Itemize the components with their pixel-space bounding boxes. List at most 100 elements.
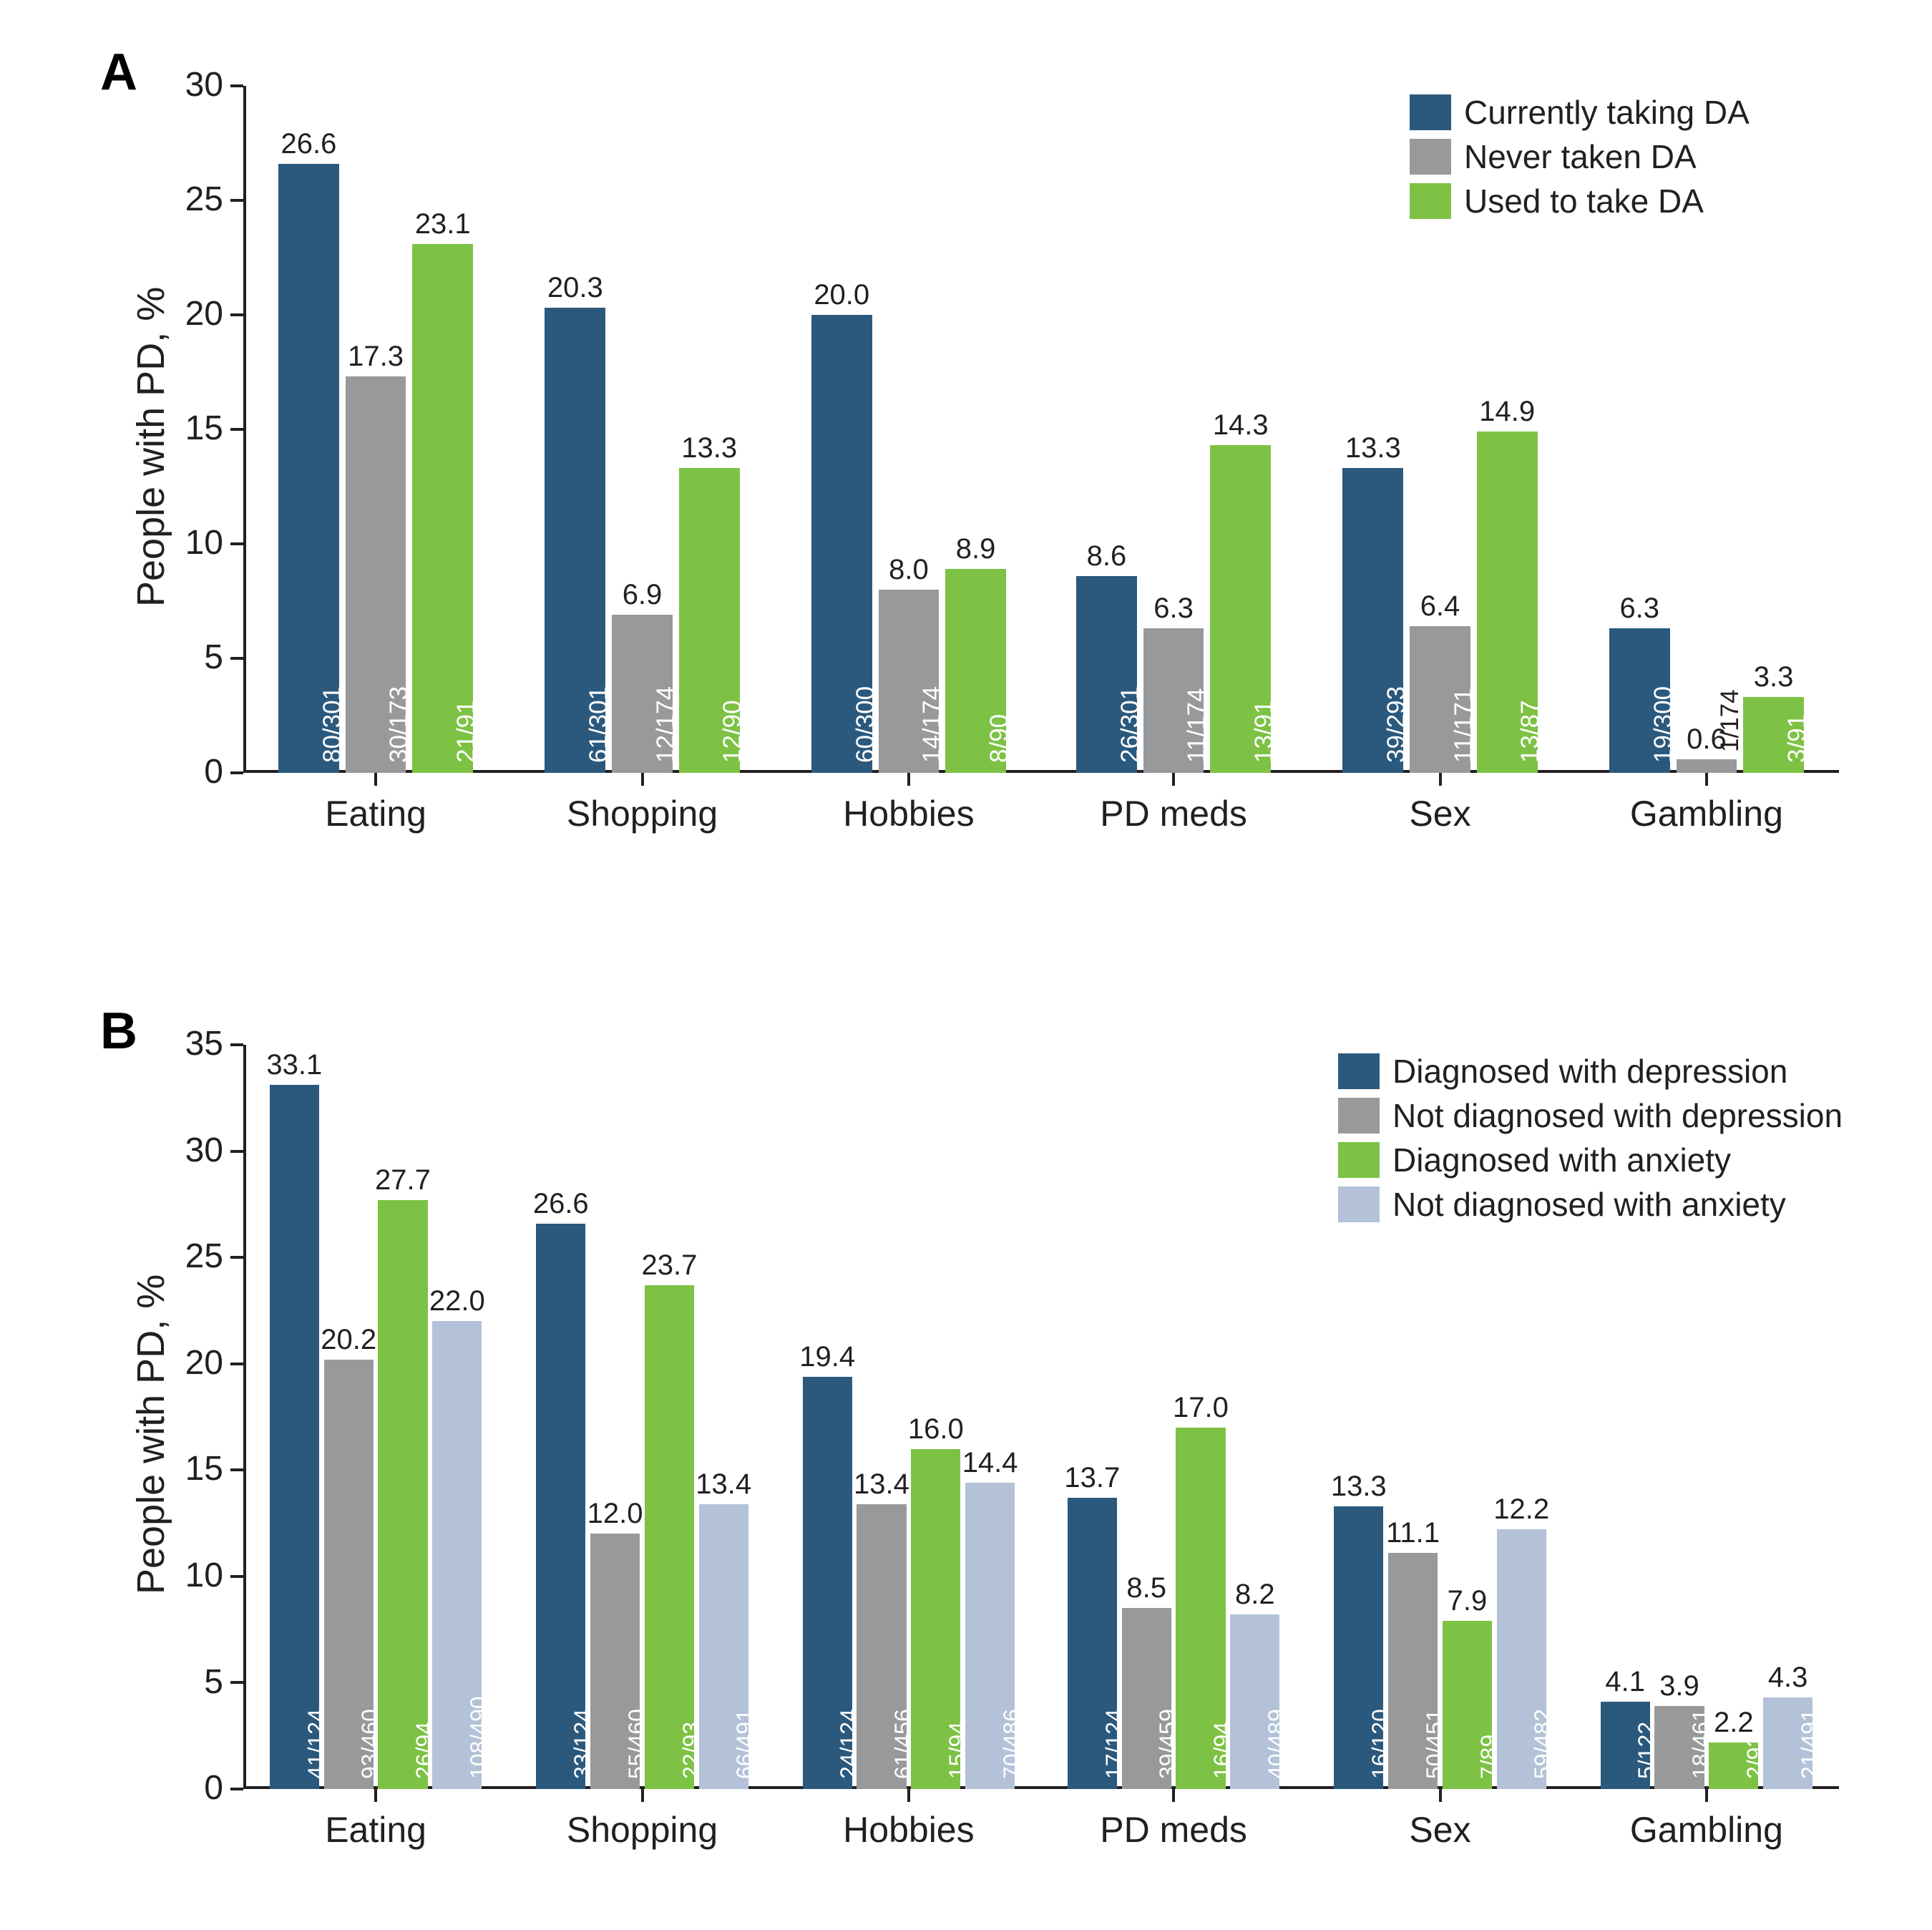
bar-value-label: 11.1: [1367, 1517, 1459, 1549]
legend-swatch: [1410, 183, 1451, 219]
y-tick: [230, 771, 243, 774]
y-tick: [230, 1043, 243, 1046]
bar-value-label: 33.1: [248, 1049, 341, 1081]
bar-value-label: 19.4: [781, 1341, 874, 1373]
x-category-label: PD meds: [1066, 1809, 1281, 1851]
legend-item: Currently taking DA: [1410, 93, 1750, 132]
figure-root: A051015202530People with PD, %Eating26.6…: [0, 0, 1932, 1930]
bar-value-label: 26.6: [257, 128, 361, 160]
bar: [1677, 759, 1737, 773]
bar-fraction-label: 40/489: [1264, 1709, 1290, 1779]
y-tick: [230, 428, 243, 431]
bar-value-label: 27.7: [356, 1164, 449, 1196]
y-tick-label: 25: [152, 1237, 223, 1276]
y-tick: [230, 1681, 243, 1684]
bar-fraction-label: 108/490: [466, 1696, 492, 1779]
bar-fraction-label: 60/300: [852, 686, 880, 763]
legend-label: Diagnosed with anxiety: [1392, 1141, 1731, 1179]
y-tick-label: 30: [152, 1131, 223, 1170]
y-tick: [230, 84, 243, 87]
bar: [412, 244, 473, 773]
bar-fraction-label: 13/87: [1516, 700, 1545, 763]
panel-label-a: A: [100, 43, 137, 102]
x-tick: [1439, 773, 1442, 786]
x-tick: [1705, 773, 1708, 786]
legend-item: Used to take DA: [1410, 182, 1704, 220]
bar-fraction-label: 39/293: [1382, 686, 1411, 763]
legend-label: Used to take DA: [1464, 182, 1704, 220]
y-tick-label: 0: [152, 752, 223, 791]
bar-value-label: 8.2: [1209, 1579, 1301, 1611]
legend-label: Not diagnosed with depression: [1392, 1096, 1843, 1135]
bar-value-label: 13.3: [658, 432, 761, 464]
bar-value-label: 3.9: [1633, 1670, 1725, 1702]
bar-value-label: 22.0: [411, 1285, 503, 1317]
bar-value-label: 8.9: [924, 533, 1028, 565]
x-tick: [374, 773, 377, 786]
legend-label: Never taken DA: [1464, 137, 1697, 176]
y-tick: [230, 1575, 243, 1578]
bar-value-label: 14.3: [1189, 409, 1292, 442]
legend-item: Not diagnosed with anxiety: [1338, 1185, 1786, 1224]
bar-fraction-label: 59/482: [1530, 1709, 1556, 1779]
bar-fraction-label: 14/174: [918, 686, 947, 763]
y-tick-label: 30: [152, 65, 223, 104]
legend-label: Diagnosed with depression: [1392, 1052, 1787, 1091]
legend-swatch: [1338, 1053, 1380, 1089]
x-category-label: Shopping: [535, 793, 750, 834]
bar-fraction-label: 70/486: [999, 1709, 1025, 1779]
bar-fraction-label: 66/491: [732, 1709, 758, 1779]
bar-value-label: 26.6: [514, 1188, 607, 1220]
x-tick: [907, 773, 910, 786]
bar-value-label: 3.3: [1722, 661, 1825, 693]
legend-item: Not diagnosed with depression: [1338, 1096, 1843, 1135]
bar-fraction-label: 11/174: [1183, 688, 1211, 763]
x-category-label: Shopping: [535, 1809, 750, 1851]
y-tick-label: 35: [152, 1024, 223, 1063]
x-category-label: Sex: [1333, 793, 1548, 834]
y-tick: [230, 1788, 243, 1790]
bar-value-label: 6.3: [1588, 593, 1692, 625]
legend-swatch: [1338, 1098, 1380, 1134]
x-tick: [1439, 1789, 1442, 1802]
bar-value-label: 20.0: [790, 279, 894, 311]
bar-value-label: 12.2: [1475, 1493, 1568, 1526]
bar-value-label: 23.7: [623, 1249, 716, 1282]
y-tick: [230, 542, 243, 545]
bar-value-label: 13.4: [678, 1468, 770, 1501]
bar-value-label: 14.4: [944, 1447, 1036, 1479]
bar: [645, 1285, 694, 1789]
y-tick-label: 0: [152, 1768, 223, 1808]
x-tick: [1172, 1789, 1175, 1802]
x-category-label: Hobbies: [801, 1809, 1016, 1851]
bar-fraction-label: 1/174: [1716, 689, 1745, 752]
legend-item: Never taken DA: [1410, 137, 1697, 176]
x-category-label: PD meds: [1066, 793, 1281, 834]
x-category-label: Hobbies: [801, 793, 1016, 834]
x-tick: [1705, 1789, 1708, 1802]
bar-fraction-label: 11/171: [1450, 688, 1478, 763]
bar-value-label: 13.7: [1046, 1462, 1138, 1494]
legend-swatch: [1338, 1142, 1380, 1178]
y-axis-title: People with PD, %: [129, 1275, 173, 1594]
bar-value-label: 17.0: [1154, 1392, 1246, 1424]
bar-value-label: 20.3: [523, 272, 627, 304]
y-tick: [230, 1468, 243, 1471]
bar-fraction-label: 12/174: [652, 686, 680, 763]
bar-fraction-label: 3/91: [1783, 714, 1812, 763]
y-tick: [230, 1150, 243, 1153]
legend-item: Diagnosed with anxiety: [1338, 1141, 1731, 1179]
legend-item: Diagnosed with depression: [1338, 1052, 1787, 1091]
y-tick: [230, 1256, 243, 1259]
bar-fraction-label: 8/90: [985, 714, 1014, 763]
legend-swatch: [1410, 94, 1451, 130]
bar-fraction-label: 13/91: [1250, 700, 1279, 763]
bar-fraction-label: 80/301: [318, 686, 347, 763]
legend-swatch: [1338, 1186, 1380, 1222]
panel-label-b: B: [100, 1002, 137, 1061]
bar-fraction-label: 12/90: [718, 700, 747, 763]
bar-value-label: 14.9: [1455, 396, 1559, 428]
y-tick: [230, 1363, 243, 1365]
bar-fraction-label: 26/301: [1116, 686, 1145, 763]
bar: [270, 1085, 319, 1789]
